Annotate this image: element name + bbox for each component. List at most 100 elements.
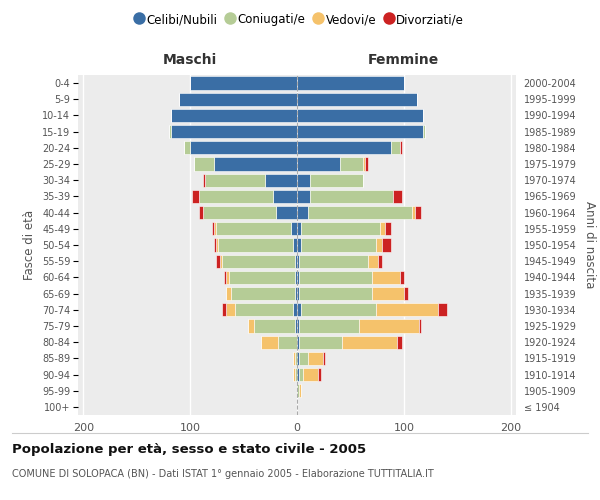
Bar <box>297 125 423 138</box>
Bar <box>297 336 299 349</box>
Bar <box>171 125 297 138</box>
Bar <box>226 270 229 284</box>
Bar <box>203 174 205 187</box>
Bar <box>199 190 274 203</box>
Bar <box>299 336 342 349</box>
Bar <box>171 109 297 122</box>
Bar <box>214 238 216 252</box>
Legend: Celibi/Nubili, Coniugati/e, Vedovi/e, Divorziati/e: Celibi/Nubili, Coniugati/e, Vedovi/e, Di… <box>131 8 469 31</box>
Bar <box>376 303 438 316</box>
Bar <box>297 368 299 381</box>
Bar <box>319 368 320 381</box>
Bar <box>193 190 199 203</box>
Bar <box>295 320 297 332</box>
Bar <box>299 368 304 381</box>
Bar <box>190 141 297 154</box>
Bar <box>340 158 363 170</box>
Bar <box>297 222 301 235</box>
Bar <box>342 336 397 349</box>
Bar <box>290 222 297 235</box>
Bar <box>297 287 299 300</box>
Bar <box>199 206 203 220</box>
Bar <box>419 320 421 332</box>
Bar <box>323 352 325 365</box>
Bar <box>216 222 290 235</box>
Bar <box>297 238 301 252</box>
Bar <box>169 125 171 138</box>
Bar <box>299 287 372 300</box>
Bar <box>297 270 299 284</box>
Bar <box>297 320 299 332</box>
Bar <box>235 303 293 316</box>
Bar <box>297 109 423 122</box>
Bar <box>297 158 340 170</box>
Bar <box>229 270 295 284</box>
Bar <box>293 352 295 365</box>
Text: Femmine: Femmine <box>368 52 439 66</box>
Bar <box>297 190 310 203</box>
Bar <box>304 368 319 381</box>
Bar <box>295 352 297 365</box>
Bar <box>372 270 400 284</box>
Text: Popolazione per età, sesso e stato civile - 2005: Popolazione per età, sesso e stato civil… <box>12 442 366 456</box>
Bar <box>216 254 220 268</box>
Bar <box>297 76 404 90</box>
Bar <box>297 384 299 398</box>
Bar <box>275 206 297 220</box>
Bar <box>308 352 323 365</box>
Bar <box>365 158 368 170</box>
Bar <box>214 158 297 170</box>
Bar <box>295 270 297 284</box>
Bar <box>385 222 391 235</box>
Bar <box>220 254 222 268</box>
Bar <box>359 320 419 332</box>
Bar <box>299 270 372 284</box>
Bar <box>254 320 295 332</box>
Bar <box>308 206 412 220</box>
Bar <box>212 222 214 235</box>
Bar <box>299 384 301 398</box>
Bar <box>299 352 308 365</box>
Bar <box>295 368 297 381</box>
Bar <box>274 190 297 203</box>
Bar <box>216 238 218 252</box>
Bar <box>226 287 231 300</box>
Bar <box>295 254 297 268</box>
Bar <box>299 320 359 332</box>
Bar <box>393 190 401 203</box>
Text: Maschi: Maschi <box>163 52 217 66</box>
Bar <box>404 287 408 300</box>
Bar <box>231 287 295 300</box>
Bar <box>265 174 297 187</box>
Bar <box>299 254 368 268</box>
Bar <box>363 158 365 170</box>
Y-axis label: Anni di nascita: Anni di nascita <box>583 202 596 288</box>
Bar <box>222 303 226 316</box>
Bar <box>226 303 235 316</box>
Bar <box>397 336 401 349</box>
Bar <box>412 206 415 220</box>
Bar <box>218 238 293 252</box>
Bar <box>376 238 382 252</box>
Bar <box>310 190 393 203</box>
Bar <box>205 174 265 187</box>
Bar <box>293 303 297 316</box>
Bar <box>301 303 376 316</box>
Bar <box>260 336 278 349</box>
Bar <box>301 238 376 252</box>
Bar <box>391 141 400 154</box>
Bar <box>378 254 382 268</box>
Bar <box>400 270 404 284</box>
Bar <box>190 76 297 90</box>
Bar <box>372 287 404 300</box>
Bar <box>295 287 297 300</box>
Y-axis label: Fasce di età: Fasce di età <box>23 210 37 280</box>
Bar <box>297 206 308 220</box>
Bar <box>297 92 416 106</box>
Bar <box>297 254 299 268</box>
Bar <box>297 174 310 187</box>
Bar <box>400 141 401 154</box>
Bar <box>248 320 254 332</box>
Bar <box>382 238 391 252</box>
Bar <box>179 92 297 106</box>
